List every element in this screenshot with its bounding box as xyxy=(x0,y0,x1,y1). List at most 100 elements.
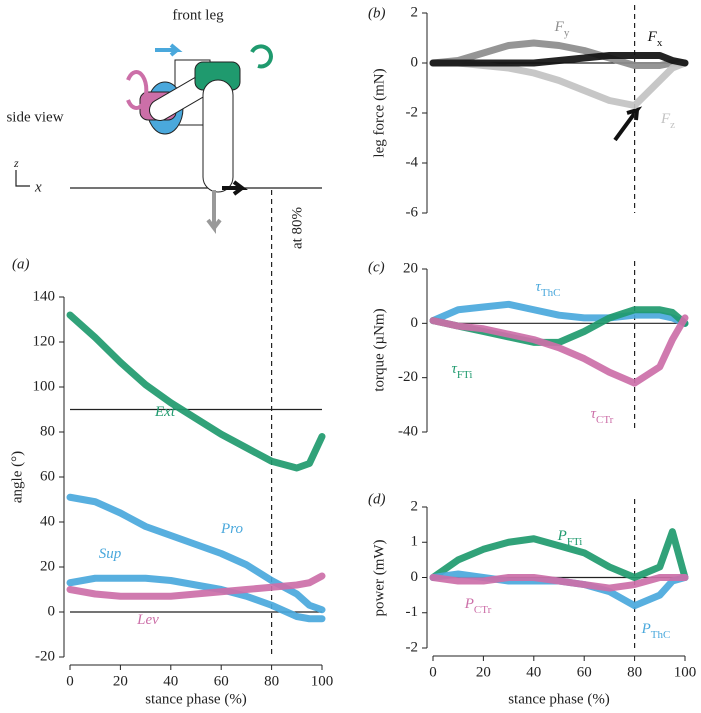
y-tick-label: 0 xyxy=(48,603,56,619)
series-line xyxy=(66,574,326,623)
series-subscript: CTr xyxy=(474,604,492,616)
x-tick-label: 40 xyxy=(526,664,541,680)
series-name: F xyxy=(660,111,671,127)
x-tick-label: 100 xyxy=(674,664,697,680)
y-tick-label: -1 xyxy=(406,604,419,620)
series-label: Lev xyxy=(136,612,159,628)
y-tick-label: 80 xyxy=(40,423,55,439)
y-tick-label: 120 xyxy=(33,333,56,349)
series-line xyxy=(429,52,689,67)
view-label: side view xyxy=(6,109,63,125)
series-subscript: x xyxy=(657,37,663,49)
x-axis-label: stance phase (%) xyxy=(508,691,610,707)
x-tick-label: 0 xyxy=(66,673,74,689)
series-subscript: z xyxy=(670,119,675,131)
arrow-fz xyxy=(206,190,222,234)
series-label: PCTr xyxy=(464,596,492,615)
y-tick-label: -20 xyxy=(398,369,418,385)
series-line xyxy=(429,528,689,581)
series-label: τCTr xyxy=(591,406,614,425)
series-name: Ext xyxy=(154,404,176,420)
x-tick-label: 100 xyxy=(311,673,334,689)
y-tick-label: 60 xyxy=(40,468,55,484)
series-name: Lev xyxy=(136,612,159,628)
y-tick-label: 2 xyxy=(411,498,419,514)
series-subscript: CTr xyxy=(596,414,614,426)
y-tick-label: 40 xyxy=(40,513,55,529)
y-tick-label: 20 xyxy=(403,260,418,276)
series-name: Sup xyxy=(99,546,122,562)
series-name: Pro xyxy=(220,521,243,537)
y-tick-label: 0 xyxy=(411,569,419,585)
series-name: P xyxy=(641,621,651,637)
series-subscript: y xyxy=(564,27,570,39)
series-name: F xyxy=(554,19,565,35)
arrow-fx xyxy=(222,180,248,196)
y-tick-label: -6 xyxy=(406,204,419,220)
series-line xyxy=(66,572,326,600)
series-subscript: ThC xyxy=(541,287,561,299)
series-label: Ext xyxy=(154,404,176,420)
panel-label: (b) xyxy=(368,5,386,21)
series-line xyxy=(429,59,689,109)
y-axis-label: leg force (mN) xyxy=(371,68,387,157)
series-label: PFTi xyxy=(557,528,583,547)
series-name: P xyxy=(464,596,474,612)
y-tick-label: 100 xyxy=(33,378,56,394)
y-tick-label: -2 xyxy=(406,104,419,120)
x-axis-label: stance phase (%) xyxy=(145,691,247,707)
series-label: Sup xyxy=(99,546,122,562)
tibia xyxy=(202,79,234,193)
leg-diagram: front leg side view z x xyxy=(6,7,643,234)
series-subscript: FTi xyxy=(457,369,473,381)
y-tick-label: 1 xyxy=(411,534,419,550)
diagram-title: front leg xyxy=(172,7,224,23)
series-line xyxy=(66,311,326,472)
annotation: at 80% xyxy=(289,207,305,249)
panel-label: (d) xyxy=(368,491,386,507)
series-subscript: ThC xyxy=(651,629,671,641)
arrow-ext xyxy=(250,44,273,69)
y-tick-label: 0 xyxy=(411,315,419,331)
x-tick-label: 40 xyxy=(163,673,178,689)
y-tick-label: 20 xyxy=(40,558,55,574)
arrow-pro xyxy=(155,43,183,57)
series-name: τ xyxy=(536,279,542,295)
x-tick-label: 20 xyxy=(476,664,491,680)
y-tick-label: 140 xyxy=(33,288,56,304)
series-name: P xyxy=(557,528,567,544)
series-name: F xyxy=(647,29,658,45)
y-axis-label: angle (°) xyxy=(9,451,25,503)
series-name: τ xyxy=(452,361,458,377)
series-line xyxy=(429,39,689,69)
y-axis-label: power (mW) xyxy=(371,539,387,616)
x-tick-label: 0 xyxy=(429,664,437,680)
series-line xyxy=(429,314,689,387)
axis-z: z xyxy=(13,156,19,170)
series-label: τFTi xyxy=(452,361,473,380)
series-label: PThC xyxy=(641,621,671,640)
x-tick-label: 80 xyxy=(627,664,642,680)
series-label: Fx xyxy=(647,29,663,48)
series-name: τ xyxy=(591,406,597,422)
y-tick-label: -40 xyxy=(398,423,418,439)
series-label: Fy xyxy=(554,19,570,38)
x-tick-label: 60 xyxy=(214,673,229,689)
x-tick-label: 80 xyxy=(264,673,279,689)
series-label: Pro xyxy=(220,521,243,537)
panel-label: (a) xyxy=(12,256,30,272)
arrow-lev xyxy=(126,70,149,110)
y-tick-label: -4 xyxy=(406,154,419,170)
axes-icon xyxy=(15,170,30,187)
y-tick-label: -20 xyxy=(35,648,55,664)
x-tick-label: 20 xyxy=(113,673,128,689)
series-label: τThC xyxy=(536,279,561,298)
series-label: Fz xyxy=(660,111,675,130)
series-line xyxy=(66,493,326,614)
series-line xyxy=(429,300,689,327)
y-tick-label: 0 xyxy=(411,54,419,70)
arrow-peak xyxy=(613,106,643,142)
y-tick-label: -2 xyxy=(406,639,419,655)
x-tick-label: 60 xyxy=(577,664,592,680)
